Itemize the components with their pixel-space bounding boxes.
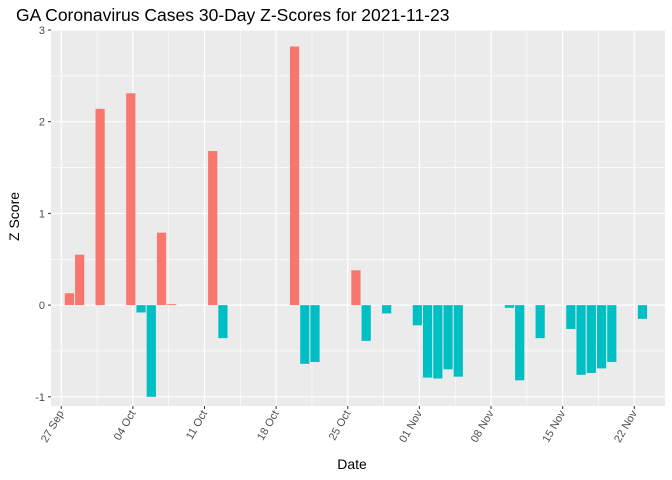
bar xyxy=(504,305,515,308)
x-tick-label: 18 Oct xyxy=(255,409,282,443)
bar xyxy=(607,305,617,362)
bar xyxy=(382,305,392,314)
bar xyxy=(361,305,371,341)
y-axis-label: Z Score xyxy=(6,191,22,241)
x-axis-label: Date xyxy=(337,456,367,472)
x-axis: 27 Sep 04 Oct 11 Oct 18 Oct 25 Oct 01 Nov 08 N… xyxy=(39,406,640,445)
x-tick-label: 08 Nov xyxy=(469,408,497,445)
bar xyxy=(412,305,422,326)
bar xyxy=(95,108,105,306)
x-tick-label: 27 Sep xyxy=(39,409,67,445)
bar xyxy=(351,270,361,306)
bar xyxy=(596,305,607,369)
bar xyxy=(637,305,648,319)
bar xyxy=(566,305,576,329)
bar xyxy=(126,93,136,306)
chart-title: GA Coronavirus Cases 30-Day Z-Scores for… xyxy=(16,5,450,25)
bar xyxy=(576,305,586,375)
bar xyxy=(586,305,596,373)
bar xyxy=(156,232,167,306)
x-tick-label: 25 Oct xyxy=(327,409,354,443)
bar xyxy=(289,46,300,306)
bar xyxy=(535,305,545,339)
bar xyxy=(218,305,228,339)
bar xyxy=(515,305,525,381)
x-tick-label: 01 Nov xyxy=(397,408,425,445)
y-tick-label: -1 xyxy=(35,392,45,404)
bar xyxy=(167,304,177,306)
y-tick-label: 1 xyxy=(39,208,45,220)
bar xyxy=(310,305,320,362)
bar xyxy=(75,254,85,306)
plot-panel xyxy=(51,30,665,406)
bar xyxy=(146,305,156,397)
x-tick-label: 04 Oct xyxy=(112,409,139,443)
bar xyxy=(453,305,463,377)
bar xyxy=(422,305,433,378)
y-tick-label: 3 xyxy=(39,25,45,37)
x-tick-label: 11 Oct xyxy=(184,409,210,442)
bar xyxy=(443,305,453,370)
bar xyxy=(208,151,218,306)
x-tick-label: 22 Nov xyxy=(612,408,640,445)
x-tick-label: 15 Nov xyxy=(540,408,568,445)
bar xyxy=(64,293,75,306)
bar xyxy=(136,305,146,313)
bar xyxy=(433,305,443,379)
y-tick-label: 2 xyxy=(39,117,45,129)
bar xyxy=(300,305,310,364)
bars xyxy=(64,46,648,397)
y-tick-label: 0 xyxy=(39,300,45,312)
y-axis: -1 0 1 2 3 xyxy=(35,25,51,404)
